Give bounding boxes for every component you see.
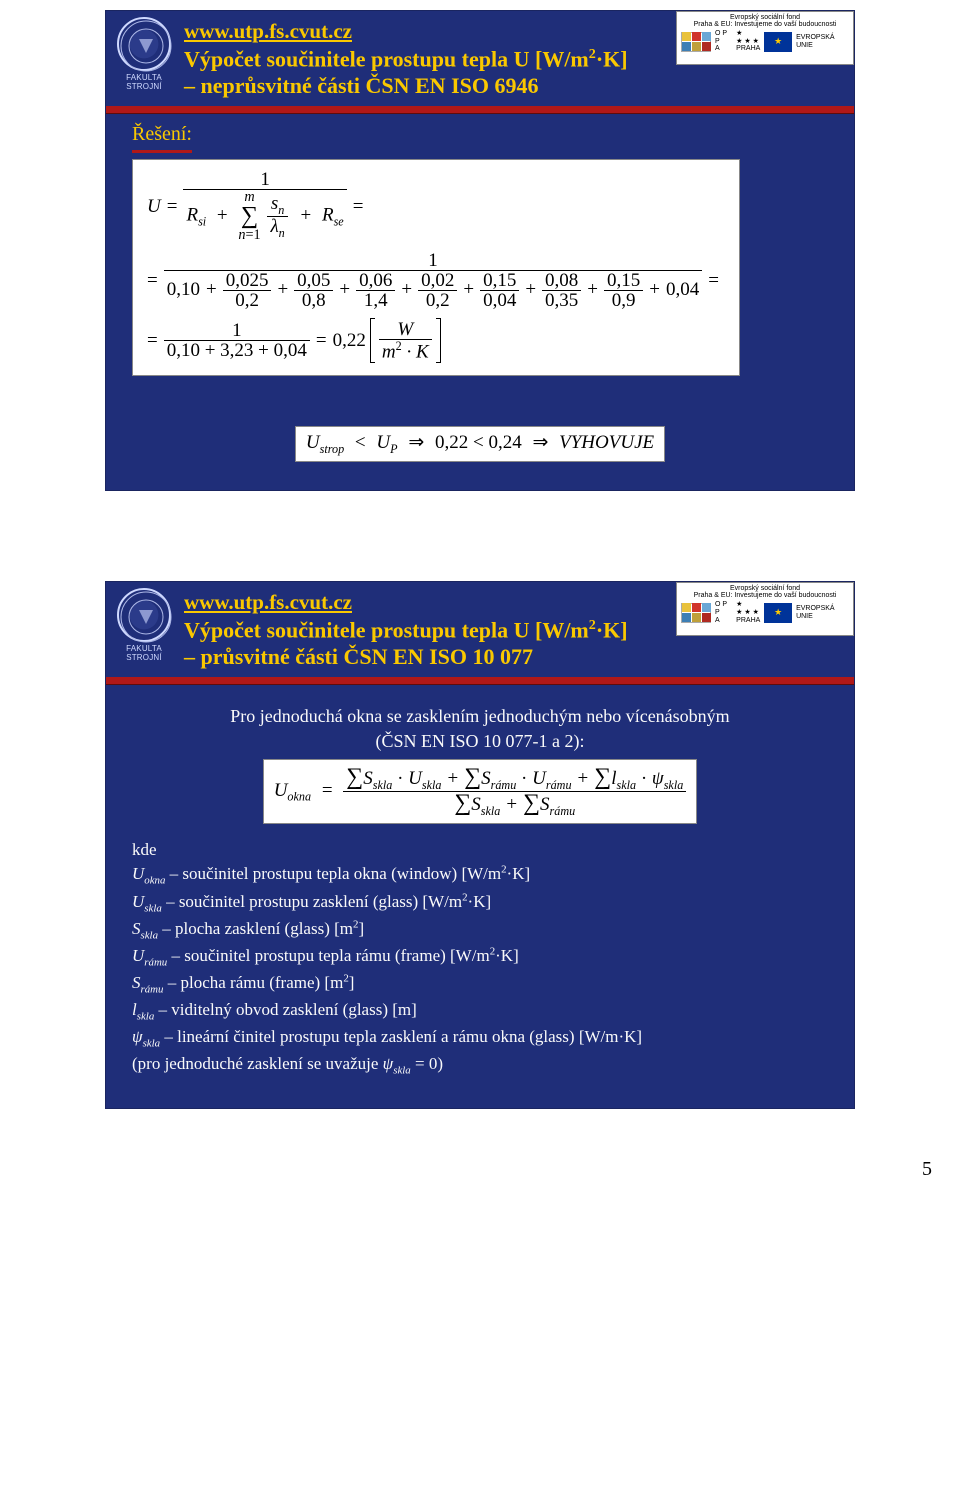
eq-okna-wrap: Uokna = ∑Sskla · Uskla+∑Srámu · Urámu+∑l… <box>132 759 828 824</box>
slide-2-content: Pro jednoduchá okna se zasklením jednodu… <box>106 684 854 1093</box>
eq-okna-underline: Uokna = ∑Sskla · Uskla+∑Srámu · Urámu+∑l… <box>263 780 698 805</box>
slide-1-content: Řešení: U= 1 Rsi + m∑n=1 <box>106 113 854 476</box>
note-sym: ψ <box>383 1054 394 1073</box>
def-item: Srámu – plocha rámu (frame) [m2] <box>132 971 828 998</box>
url-link[interactable]: www.utp.fs.cvut.cz <box>184 19 352 43</box>
intro-line2: (ČSN EN ISO 10 077-1 a 2): <box>132 729 828 753</box>
title-l1a: Výpočet součinitele prostupu tepla U [W/… <box>184 46 589 71</box>
eu-line2: Praha & EU: Investujeme do vaší budoucno… <box>681 21 849 28</box>
slide-1: Evropský sociální fond Praha & EU: Inves… <box>105 10 855 491</box>
unit-den-m: m <box>382 341 396 362</box>
def-item: Uskla – součinitel prostupu zasklení (gl… <box>132 890 828 917</box>
u-okna-sub: okna <box>287 789 311 803</box>
page: Evropský sociální fond Praha & EU: Inves… <box>0 0 960 1189</box>
concl: VYHOVUJE <box>559 432 654 453</box>
note-pre: (pro jednoduché zasklení se uvažuje <box>132 1054 383 1073</box>
unit-num: W <box>394 320 416 339</box>
eq-line3-val: 0,22 <box>333 331 366 350</box>
eq-result-box: Ustrop < UP ⇒ 0,22 < 0,24 ⇒ VYHOVUJE <box>295 426 665 462</box>
eq-line3-den: 0,10 + 3,23 + 0,04 <box>164 341 310 360</box>
oppa-label: O P PA <box>715 30 732 53</box>
eu-line1: Evropský sociální fond <box>681 585 849 592</box>
def-item: lskla – viditelný obvod zasklení (glass)… <box>132 998 828 1025</box>
cvut-faculty-label: FAKULTA STROJNÍ <box>114 73 174 91</box>
frac: 0,061,4 <box>356 271 395 310</box>
note-sub: skla <box>393 1065 411 1077</box>
note-tail: = 0) <box>411 1054 443 1073</box>
praha-logo: ★★ ★ ★PRAHA <box>736 601 760 624</box>
cvut-seal-icon <box>117 17 171 71</box>
def-note: (pro jednoduché zasklení se uvažuje ψskl… <box>132 1052 828 1079</box>
u-strop-sub: strop <box>320 442 345 456</box>
eq-line1: U= 1 Rsi + m∑n=1 sn λn + <box>147 170 725 243</box>
slide-1-wrap: Evropský sociální fond Praha & EU: Inves… <box>0 0 960 571</box>
slide-2-wrap: Evropský sociální fond Praha & EU: Inves… <box>0 571 960 1188</box>
def-item: Uokna – součinitel prostupu tepla okna (… <box>132 862 828 889</box>
eu-line2: Praha & EU: Investujeme do vaší budoucno… <box>681 592 849 599</box>
url-link[interactable]: www.utp.fs.cvut.cz <box>184 590 352 614</box>
def-kde: kde <box>132 838 828 863</box>
title-sup: 2 <box>589 617 596 633</box>
def-list: kde Uokna – součinitel prostupu tepla ok… <box>132 838 828 1080</box>
def-item: Urámu – součinitel prostupu tepla rámu (… <box>132 944 828 971</box>
unit-den-k: · K <box>402 341 429 362</box>
title-l2: – průsvitné části ČSN EN ISO 10 077 <box>184 644 533 669</box>
ineq-vals: 0,22 < 0,24 <box>435 432 522 453</box>
title-l2: – neprůsvitné části ČSN EN ISO 6946 <box>184 73 538 98</box>
section-label: Řešení: <box>132 121 192 153</box>
eu-line1: Evropský sociální fond <box>681 14 849 21</box>
eu-funding-box: Evropský sociální fond Praha & EU: Inves… <box>676 582 854 636</box>
title-sup: 2 <box>589 46 596 62</box>
eq-line3: = 1 0,10 + 3,23 + 0,04 = 0,22 W <box>147 318 725 364</box>
eq-result-underline: Ustrop < UP ⇒ 0,22 < 0,24 ⇒ VYHOVUJE <box>295 432 665 457</box>
def-item: ψskla – lineární činitel prostupu tepla … <box>132 1025 828 1052</box>
title-l1b: ·K] <box>596 46 628 71</box>
eq-okna-box: Uokna = ∑Sskla · Uskla+∑Srámu · Urámu+∑l… <box>263 759 698 824</box>
red-rule <box>106 106 854 113</box>
praha-logo: ★★ ★ ★PRAHA <box>736 30 760 53</box>
eu-flag-icon <box>764 603 792 623</box>
eq-result-wrap: Ustrop < UP ⇒ 0,22 < 0,24 ⇒ VYHOVUJE <box>132 426 828 462</box>
red-rule <box>106 677 854 684</box>
eu-label: EVROPSKÁ UNIE <box>796 605 849 620</box>
title-l1a: Výpočet součinitele prostupu tepla U [W/… <box>184 618 589 643</box>
title-l1b: ·K] <box>596 618 628 643</box>
cvut-badge: FAKULTA STROJNÍ <box>114 17 174 95</box>
cvut-seal-icon <box>117 588 171 642</box>
u-p-sub: P <box>390 442 397 456</box>
frac: 0,0250,2 <box>223 271 272 310</box>
eq-main-box: U= 1 Rsi + m∑n=1 sn λn + <box>132 159 740 376</box>
oppa-logo <box>681 32 711 52</box>
frac: 0,150,04 <box>480 271 519 310</box>
frac: 0,050,8 <box>294 271 333 310</box>
cvut-faculty-label: FAKULTA STROJNÍ <box>114 644 174 662</box>
frac: 0,080,35 <box>542 271 581 310</box>
frac: 0,020,2 <box>418 271 457 310</box>
oppa-logo <box>681 603 711 623</box>
frac: 0,150,9 <box>604 271 643 310</box>
slide-2: Evropský sociální fond Praha & EU: Inves… <box>105 581 855 1108</box>
page-number: 5 <box>922 1158 932 1181</box>
def-item: Sskla – plocha zasklení (glass) [m2] <box>132 917 828 944</box>
eq-line2: = 1 0,10+0,0250,2+0,050,8+0,061,4+0,020,… <box>147 251 725 310</box>
eu-funding-box: Evropský sociální fond Praha & EU: Inves… <box>676 11 854 65</box>
intro-line1: Pro jednoduchá okna se zasklením jednodu… <box>132 704 828 728</box>
cvut-badge: FAKULTA STROJNÍ <box>114 588 174 666</box>
oppa-label: O P PA <box>715 601 732 624</box>
eu-label: EVROPSKÁ UNIE <box>796 34 849 49</box>
eu-flag-icon <box>764 32 792 52</box>
